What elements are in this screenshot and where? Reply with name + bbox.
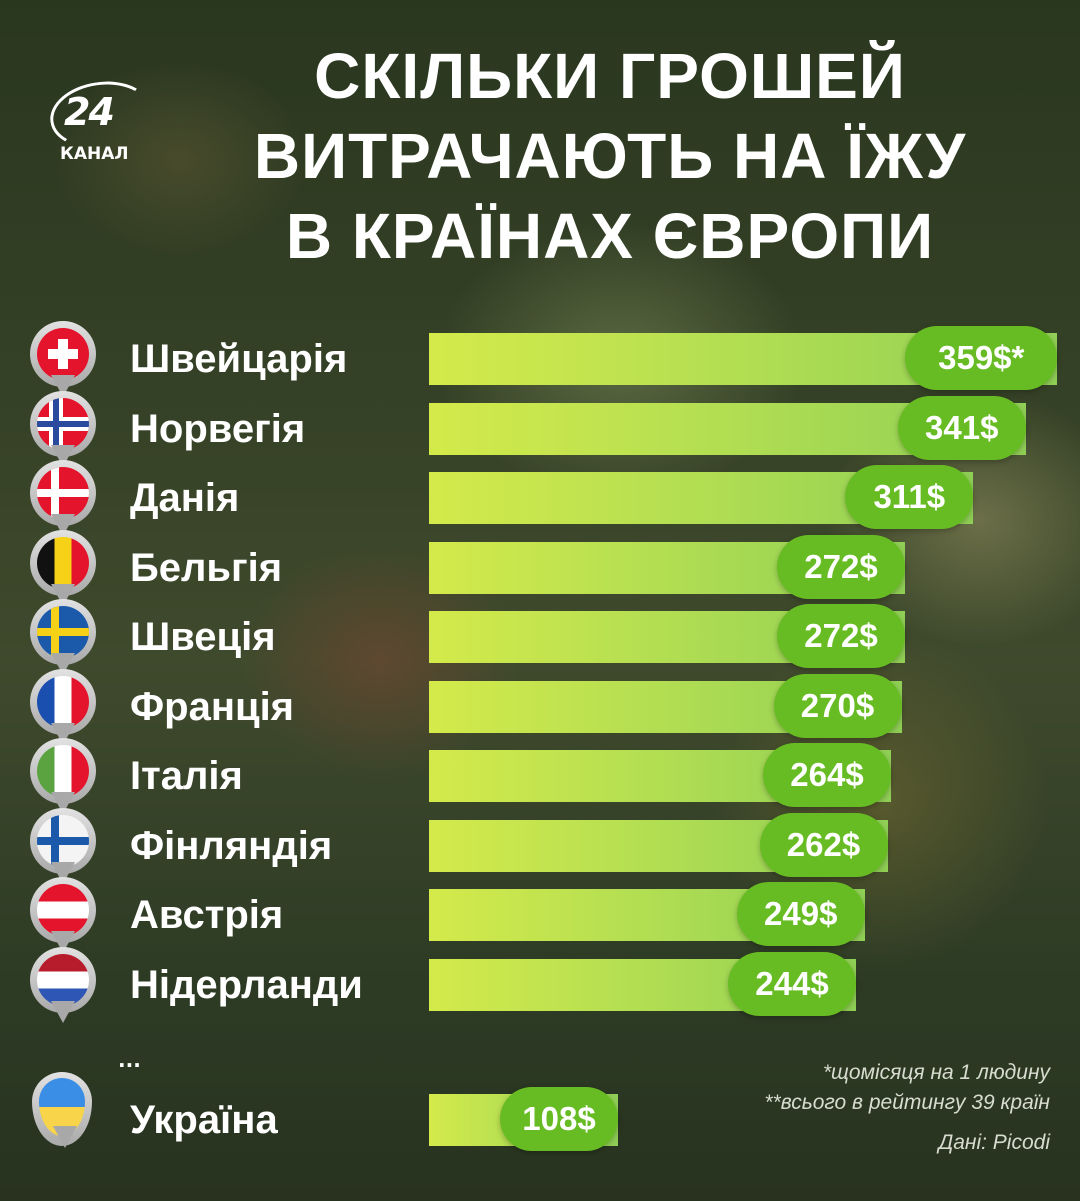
norway-pin-icon (30, 390, 96, 467)
bar-row-france: Франція 270$ (0, 668, 1080, 745)
value-badge: 311$ (845, 465, 974, 529)
sweden-pin-icon (30, 599, 96, 675)
logo-number: 24 (64, 90, 115, 134)
channel-24-logo: 24 КАНАЛ (45, 75, 157, 172)
bar-row-ukraine: Україна 108$ (0, 1072, 1080, 1151)
bar-row-belgium: Бельгія 272$ (0, 529, 1080, 606)
austria-pin-icon (30, 877, 96, 953)
belgium-flag-icon (37, 536, 89, 589)
value-badge: 262$ (759, 812, 888, 877)
country-label: Україна (130, 1098, 278, 1142)
austria-flag-icon (37, 884, 89, 936)
country-label: Італія (130, 754, 243, 798)
bar-row-finland: Фінляндія 262$ (0, 807, 1080, 884)
logo-text: КАНАЛ (60, 144, 129, 164)
sweden-flag-icon (37, 606, 89, 658)
ukraine-pin-icon (32, 1072, 92, 1148)
norway-flag-icon (37, 397, 89, 450)
value-badge: 264$ (763, 743, 891, 807)
country-label: Нідерланди (130, 962, 363, 1007)
value-badge: 341$ (897, 395, 1026, 460)
footnotes: *щомісяця на 1 людину **всього в рейтинг… (764, 1058, 1050, 1158)
ukraine-flag-icon (39, 1078, 85, 1136)
denmark-flag-icon (37, 467, 89, 519)
netherlands-pin-icon (30, 946, 96, 1023)
switzerland-flag-icon (37, 328, 89, 380)
switzerland-pin-icon (30, 321, 96, 397)
bar-row-netherlands: Нідерланди 244$ (0, 946, 1080, 1023)
bar-row-austria: Австрія 249$ (0, 877, 1080, 953)
finland-flag-icon (37, 814, 89, 867)
country-label: Швеція (130, 615, 276, 659)
country-label: Австрія (130, 893, 284, 937)
value-badge: 272$ (777, 534, 905, 599)
bar-row-denmark: Данія 311$ (0, 460, 1080, 536)
finland-pin-icon (30, 807, 96, 884)
netherlands-flag-icon (37, 953, 89, 1006)
ellipsis: ... (118, 1048, 141, 1072)
country-label: Швейцарія (130, 337, 348, 381)
country-label: Бельгія (130, 545, 283, 590)
bar-row-sweden: Швеція 272$ (0, 599, 1080, 675)
title-line-2: ВИТРАЧАЮТЬ НА ЇЖУ (253, 120, 967, 192)
value-badge: 270$ (773, 673, 902, 738)
data-source: Дані: Picodi (938, 1131, 1050, 1154)
value-badge: 359$* (905, 326, 1058, 390)
belgium-pin-icon (30, 529, 96, 606)
france-flag-icon (37, 675, 89, 728)
footnote-monthly: *щомісяця на 1 людину (822, 1061, 1050, 1084)
france-pin-icon (30, 668, 96, 745)
italy-flag-icon (37, 745, 89, 797)
italy-pin-icon (30, 738, 96, 814)
country-label: Норвегія (130, 406, 306, 451)
title-line-3: В КРАЇНАХ ЄВРОПИ (285, 200, 935, 272)
value-badge: 272$ (777, 604, 905, 668)
bar-row-switzerland: Швейцарія 359$* (0, 321, 1080, 397)
country-label: Фінляндія (130, 823, 333, 868)
bar-row-norway: Норвегія 341$ (0, 390, 1080, 467)
chart-title: СКІЛЬКИ ГРОШЕЙ ВИТРАЧАЮТЬ НА ЇЖУ В КРАЇН… (200, 36, 1020, 276)
country-label: Франція (130, 684, 295, 729)
bar-row-italy: Італія 264$ (0, 738, 1080, 814)
title-line-1: СКІЛЬКИ ГРОШЕЙ (314, 40, 906, 112)
value-badge: 244$ (728, 951, 856, 1016)
value-badge: 108$ (500, 1087, 618, 1151)
denmark-pin-icon (30, 460, 96, 536)
value-badge: 249$ (736, 882, 865, 946)
footnote-ranking: **всього в рейтингу 39 країн (764, 1091, 1050, 1114)
country-label: Данія (130, 476, 240, 520)
